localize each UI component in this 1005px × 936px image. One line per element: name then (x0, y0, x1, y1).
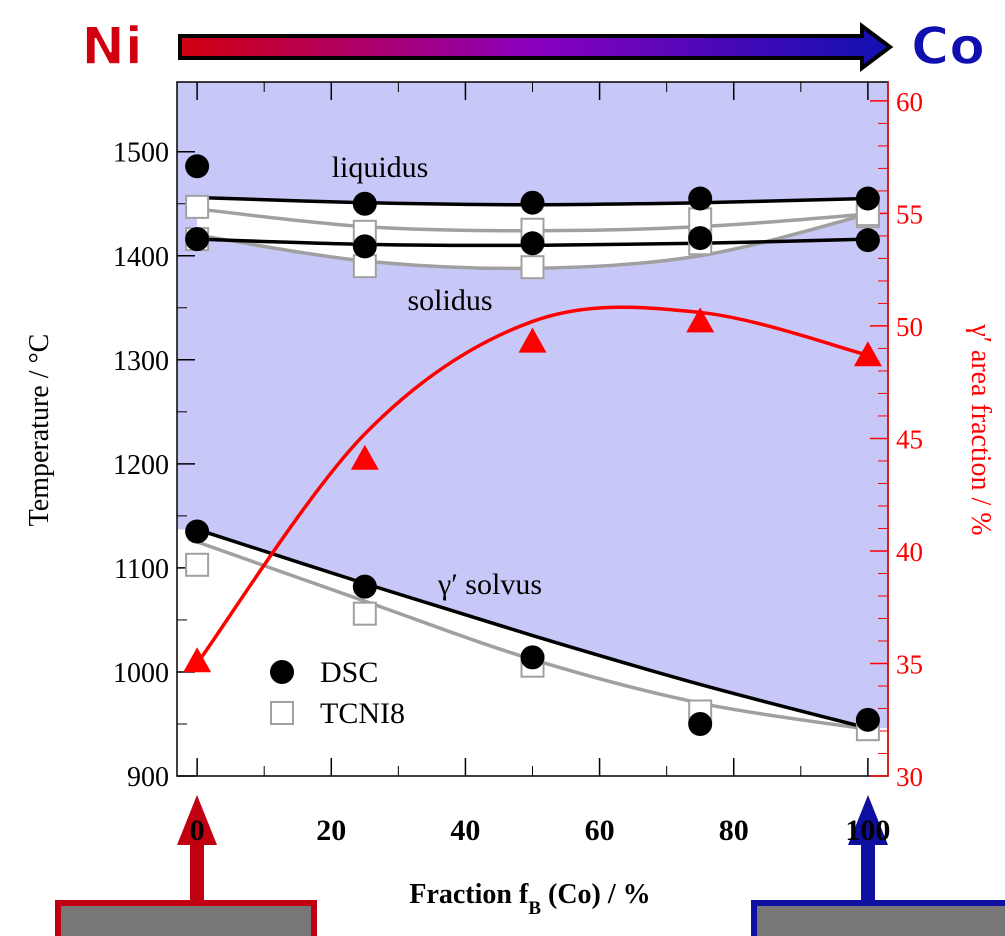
dsc-point (185, 519, 209, 543)
y2-tick-label: 50 (896, 312, 923, 342)
y-axis-label: Temperature / °C (24, 334, 55, 527)
header: Ni Co (81, 17, 985, 77)
x-tick-label: 100 (845, 814, 890, 847)
y-tick-label: 1300 (113, 346, 169, 377)
dsc-point (688, 226, 712, 250)
y-tick-label: 1000 (113, 658, 169, 689)
dsc-point (856, 708, 880, 732)
x-tick-label: 80 (719, 814, 749, 847)
y2-tick-label: 60 (896, 87, 923, 117)
dsc-point (856, 187, 880, 211)
y-tick-label: 1400 (113, 242, 169, 273)
ni-pointer (177, 795, 217, 905)
dsc-point (353, 234, 377, 258)
legend-label: TCNI8 (320, 697, 405, 730)
x-tick-label: 40 (450, 814, 480, 847)
tcni8-point (354, 255, 376, 277)
legend-label: DSC (320, 656, 378, 689)
dsc-point (185, 227, 209, 251)
dsc-point (688, 187, 712, 211)
dsc-point (521, 645, 545, 669)
curve-label: liquidus (332, 151, 429, 184)
ni-label: Ni (81, 17, 142, 77)
y2-tick-label: 55 (896, 199, 923, 229)
y-tick-label: 1200 (113, 450, 169, 481)
y2-axis-label: γ′ area fraction / % (965, 323, 996, 535)
y2-tick-label: 45 (896, 424, 923, 454)
tcni8-point (354, 603, 376, 625)
dsc-point (688, 712, 712, 736)
tcni8-point (522, 256, 544, 278)
curve-label: γ′ solvus (437, 568, 542, 601)
legend-marker (270, 660, 294, 684)
co-pointer (848, 795, 888, 905)
x-axis-label-part: Fraction f (409, 879, 529, 910)
x-tick-label: 20 (316, 814, 346, 847)
tcni8-point (186, 196, 208, 218)
y-tick-label: 1100 (114, 554, 169, 585)
y-tick-label: 1500 (113, 138, 169, 169)
y2-tick-label: 35 (896, 649, 923, 679)
tcni8-point (186, 554, 208, 576)
legend-marker (271, 702, 293, 724)
y2-tick-label: 30 (896, 762, 923, 792)
dsc-point (521, 191, 545, 215)
dsc-point (185, 154, 209, 178)
y2-tick-label: 40 (896, 537, 923, 567)
ni-micrograph (58, 903, 314, 936)
dsc-point (353, 575, 377, 599)
dsc-point (521, 231, 545, 255)
dsc-point (353, 192, 377, 216)
x-tick-label: 0 (190, 814, 205, 847)
curve-label: solidus (407, 284, 492, 317)
x-axis-label-part: (Co) / % (541, 879, 651, 910)
x-tick-label: 60 (585, 814, 615, 847)
x-axis-label: Fraction fB (Co) / % (409, 879, 650, 919)
x-axis-label-part: B (528, 898, 541, 919)
dsc-point (856, 228, 880, 252)
y-tick-label: 900 (127, 762, 169, 793)
composition-arrow (180, 26, 890, 68)
co-label: Co (911, 17, 985, 77)
chart: Ni Co 0 20 40 60 80 100 900 1000 1100 1200 1300 140… (0, 0, 1005, 936)
co-micrograph (754, 903, 1005, 936)
